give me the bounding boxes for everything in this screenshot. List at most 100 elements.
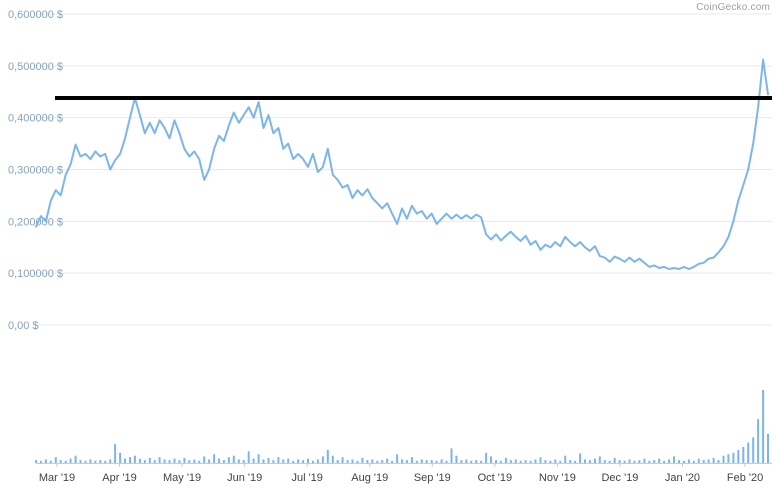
- volume-bar: [143, 460, 146, 463]
- volume-bar: [702, 460, 705, 463]
- volume-bar: [54, 457, 57, 463]
- volume-bar: [687, 459, 690, 464]
- volume-bar: [39, 460, 42, 463]
- volume-bar: [648, 460, 651, 463]
- volume-bar: [653, 460, 656, 463]
- volume-bar: [628, 459, 631, 464]
- x-axis-label: May '19: [163, 472, 201, 484]
- volume-bar: [272, 460, 275, 463]
- volume-bar: [445, 460, 448, 463]
- volume-bar: [376, 460, 379, 463]
- volume-bar: [69, 458, 72, 463]
- volume-bar: [682, 460, 685, 463]
- volume-bar: [79, 460, 82, 463]
- y-axis-label: 0,200000 $: [8, 216, 63, 228]
- volume-bar: [336, 460, 339, 463]
- x-axis-label: Dec '19: [601, 472, 638, 484]
- volume-bar: [668, 459, 671, 464]
- volume-bar: [727, 454, 730, 463]
- price-line: [35, 58, 769, 270]
- volume-bar: [658, 458, 661, 463]
- volume-bar: [74, 455, 77, 463]
- x-axis-label: Apr '19: [102, 472, 137, 484]
- volume-bar: [109, 459, 112, 464]
- volume-bar: [598, 456, 601, 463]
- volume-bar: [35, 460, 37, 463]
- volume-bar: [450, 448, 453, 463]
- volume-bar: [544, 460, 547, 463]
- volume-bar: [193, 459, 196, 464]
- volume-bar: [227, 457, 230, 463]
- x-axis-label: Feb '20: [727, 472, 763, 484]
- volume-bar: [302, 460, 305, 463]
- volume-bar: [153, 460, 156, 463]
- volume-bar: [49, 460, 52, 463]
- volume-bar: [331, 455, 334, 463]
- volume-bar: [381, 460, 384, 463]
- volume-bar: [282, 459, 285, 464]
- volume-bar: [405, 460, 408, 463]
- volume-bar: [514, 459, 517, 464]
- volume-bar: [178, 460, 181, 463]
- volume-bar: [504, 457, 507, 463]
- volume-bar: [188, 460, 191, 463]
- volume-bar: [480, 460, 483, 463]
- y-axis-label: 0,500000 $: [8, 61, 63, 73]
- volume-bar: [173, 458, 176, 463]
- volume-bar: [183, 457, 186, 463]
- volume-bar: [133, 455, 136, 463]
- volume-bar: [208, 459, 211, 464]
- volume-bar: [247, 451, 250, 463]
- volume-bar: [465, 459, 468, 464]
- x-axis-label: Oct '19: [478, 472, 513, 484]
- volume-bar: [203, 456, 206, 463]
- volume-bar: [707, 459, 710, 464]
- volume-bar: [129, 457, 131, 463]
- volume-bar: [732, 452, 735, 463]
- volume-bar: [148, 457, 151, 463]
- volume-bar: [495, 460, 497, 463]
- volume-bar: [119, 452, 122, 463]
- volume-bar: [663, 460, 666, 463]
- volume-bar: [114, 444, 117, 463]
- volume-bar: [475, 460, 478, 463]
- volume-bar: [692, 460, 695, 463]
- volume-bar: [757, 419, 760, 463]
- volume-bar: [524, 460, 527, 463]
- volume-bar: [89, 459, 92, 464]
- volume-bar: [499, 460, 502, 463]
- y-axis-label: 0,100000 $: [8, 268, 63, 280]
- volume-bar: [529, 460, 532, 463]
- volume-bar: [742, 446, 745, 463]
- volume-bar: [277, 457, 280, 463]
- volume-bar: [420, 459, 423, 464]
- volume-bar: [767, 433, 769, 463]
- volume-bar: [425, 460, 428, 463]
- volume-bar: [509, 460, 512, 463]
- x-axis-label: Aug '19: [351, 472, 388, 484]
- volume-bar: [307, 458, 309, 463]
- volume-bar: [252, 458, 255, 463]
- y-axis-label: 0,00 $: [8, 320, 39, 332]
- x-axis-label: Jun '19: [227, 472, 262, 484]
- volume-bar: [232, 455, 235, 463]
- volume-bar: [564, 455, 567, 463]
- volume-bar: [138, 458, 141, 463]
- volume-bar: [579, 453, 582, 463]
- x-axis-label: Nov '19: [539, 472, 576, 484]
- volume-bar: [603, 460, 606, 463]
- volume-bar: [633, 460, 636, 463]
- volume-bar: [455, 455, 458, 463]
- volume-bar: [287, 458, 290, 463]
- volume-bar: [124, 458, 126, 463]
- volume-bar: [678, 460, 680, 463]
- volume-bar: [638, 460, 641, 463]
- volume-bar: [386, 458, 389, 463]
- volume-bar: [762, 390, 765, 463]
- volume-bar: [104, 460, 107, 463]
- volume-bar: [316, 459, 319, 464]
- volume-bar: [297, 459, 300, 464]
- volume-bar: [213, 454, 216, 463]
- volume-bar: [292, 460, 295, 463]
